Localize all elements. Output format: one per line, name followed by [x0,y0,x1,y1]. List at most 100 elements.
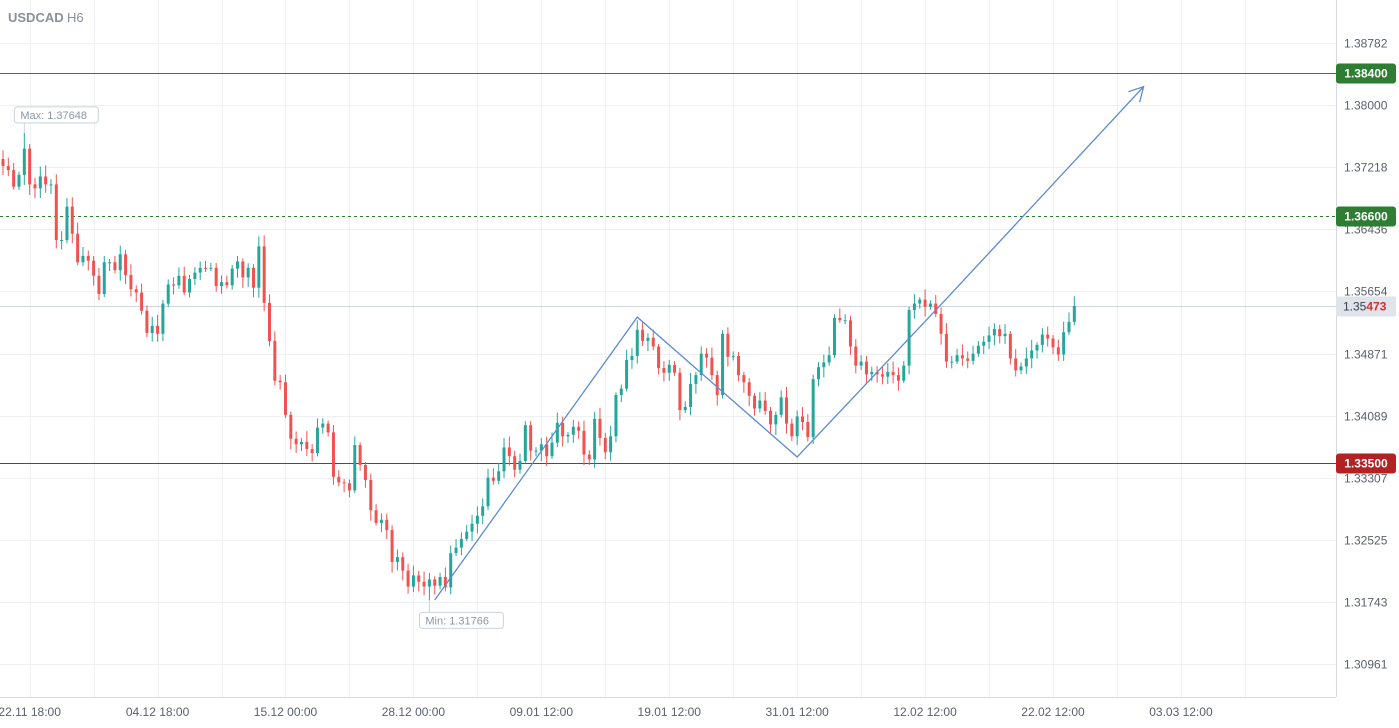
candle-down [587,454,591,460]
candle-down [513,456,517,470]
candle-up [928,303,932,307]
candle-up [1024,358,1028,367]
candle-up [193,272,197,279]
candle-up [987,335,991,342]
candle-down [124,254,128,275]
candle-down [363,464,367,481]
candle-up [246,267,250,278]
candle-down [140,292,144,311]
candle-down [156,325,160,334]
x-tick-label: 22.11 18:00 [0,705,61,719]
candle-up [795,416,799,437]
candle-down [54,184,58,241]
candle-down [331,432,335,477]
candle-down [433,579,437,586]
candle-down [561,422,565,437]
candle-down [747,382,751,396]
candle-down [172,284,176,286]
candle-down [145,310,149,334]
candle-down [401,557,405,571]
candle-up [1030,350,1034,359]
grid [0,0,1336,697]
candle-down [374,510,378,523]
candle-up [459,538,463,548]
candle-down [1056,347,1060,355]
current-price-tag [1336,296,1396,317]
candle-down [801,416,804,423]
candle-down [44,176,48,185]
candle-up [236,261,240,269]
candle-down [891,371,895,376]
candle-up [220,282,224,287]
candle-up [315,427,319,454]
pattern-line[interactable] [434,86,1145,601]
candle-down [278,380,282,383]
candle-up [534,450,538,452]
candle-down [545,444,549,457]
candle-down [785,397,789,424]
candle-down [934,303,938,314]
candle-up [502,447,506,472]
resistance-price-tag-label: 1.38400 [1344,67,1388,81]
candle-down [598,418,602,438]
candle-down [742,375,746,383]
candle-up [475,515,479,524]
candle-down [838,317,842,321]
y-tick-label: 1.35654 [1344,285,1388,299]
candle-up [395,557,399,562]
candle-up [523,425,527,461]
candle-down [710,357,714,376]
candle-down [651,337,655,347]
candle-up [257,246,261,288]
candle-down [726,333,730,357]
pattern-drawing[interactable] [434,85,1145,601]
candle-down [737,356,741,376]
candle-up [646,337,650,341]
candle-up [198,267,202,273]
candle-down [76,233,80,263]
candle-up [811,379,815,438]
x-tick-label: 12.02 12:00 [893,705,957,719]
candle-up [321,423,325,428]
candle-up [411,575,415,587]
candle-up [571,426,575,435]
candle-down [998,329,1002,337]
candle-down [1008,333,1012,359]
candle-down [92,260,96,276]
candle-down [939,313,943,334]
candle-down [491,477,495,481]
candle-up [299,441,303,445]
candle-up [1035,344,1039,351]
target-price-tag-label: 1.36600 [1344,210,1388,224]
candle-up [539,444,543,451]
min-max-callouts: Max: 1.37648 Min: 1.31766 [13,106,504,629]
candle-down [28,148,32,185]
candle-up [758,400,762,409]
candle-up [971,353,975,361]
y-tick-label: 1.30961 [1344,658,1388,672]
candle-up [550,442,554,457]
pattern-arrowhead [1128,85,1145,103]
candle-up [683,406,687,411]
candle-down [923,299,927,307]
candle-up [38,176,42,189]
candle-down [960,355,964,359]
candle-down [944,333,948,362]
candle-down [417,575,421,582]
candle-up [81,255,85,263]
y-tick-label: 1.31743 [1344,596,1388,610]
candle-up [982,341,986,346]
candle-up [118,254,122,271]
candle-up [699,353,703,376]
candle-down [657,346,661,368]
candle-up [593,418,597,460]
candle-up [379,519,383,523]
candle-up [976,345,980,354]
candle-down [129,274,133,290]
candle-up [832,317,836,356]
candle-down [252,267,256,288]
candle-up [1062,332,1066,355]
candle-down [705,353,709,358]
